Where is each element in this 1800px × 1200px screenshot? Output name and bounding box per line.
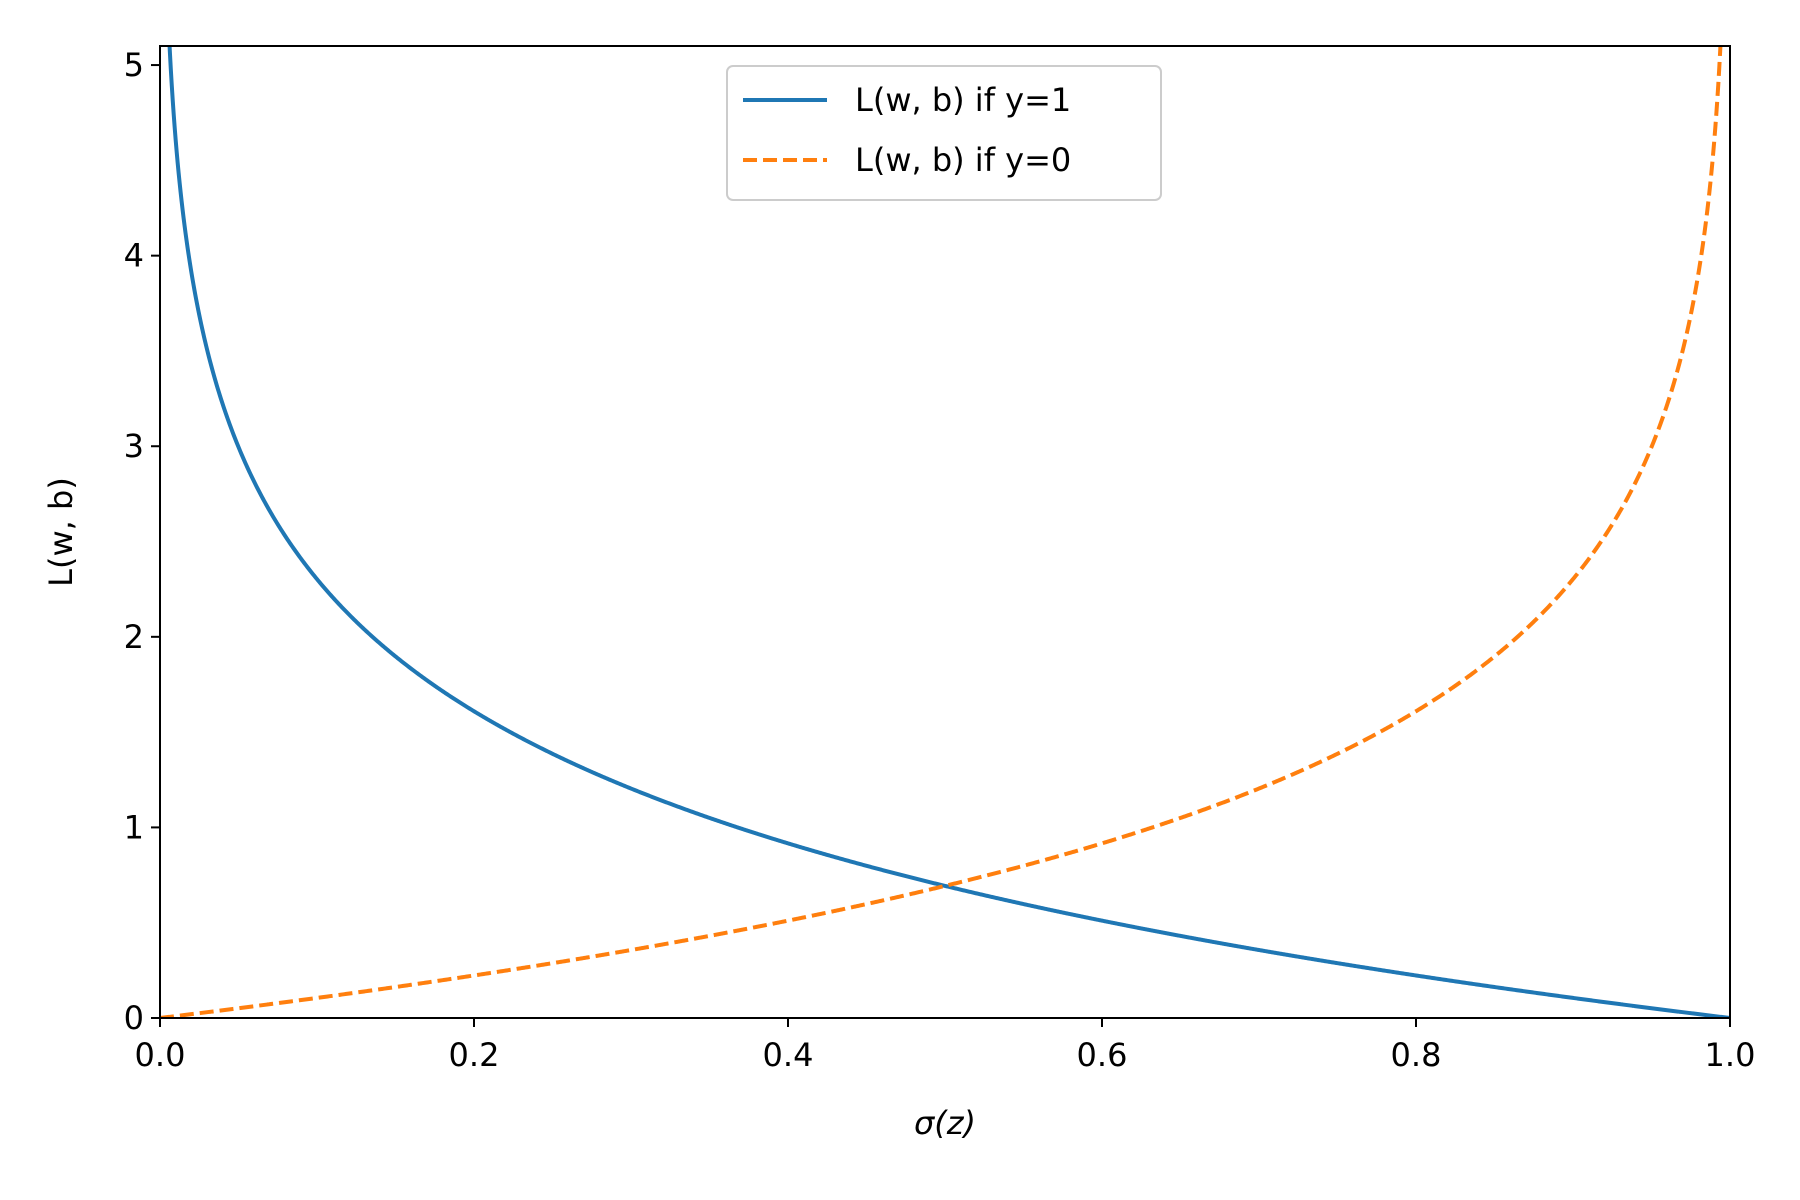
x-tick-label: 0.0 [135,1036,186,1074]
x-tick-label: 0.2 [449,1036,500,1074]
x-tick-label: 0.6 [1077,1036,1128,1074]
y-axis-label: L(w, b) [42,477,80,587]
plot-frame [159,45,1731,1019]
x-tick-label: 0.4 [763,1036,814,1074]
y-tick-label: 4 [124,237,144,275]
x-axis-ticks: 0.0 0.2 0.4 0.6 0.8 1.0 [135,1018,1756,1074]
y-tick-label: 3 [124,427,144,465]
y-tick-label: 5 [124,46,144,84]
x-axis-label: σ(z) [914,1104,976,1142]
legend-label-2: L(w, b) if y=0 [855,141,1071,179]
y-tick-label: 2 [124,618,144,656]
legend-box [726,65,1162,201]
y-tick-label: 0 [124,999,144,1037]
y-axis-ticks: 0 1 2 3 4 5 [124,46,160,1037]
x-tick-label: 1.0 [1705,1036,1756,1074]
plot-background [160,46,1730,1018]
series-line-1 [167,46,1730,1018]
x-tick-label: 0.8 [1391,1036,1442,1074]
series-layer [160,46,1730,1018]
legend: L(w, b) if y=1 L(w, b) if y=0 [726,65,1162,201]
series-line-2 [160,46,1723,1018]
y-tick-label: 1 [124,808,144,846]
legend-label-1: L(w, b) if y=1 [855,81,1071,119]
